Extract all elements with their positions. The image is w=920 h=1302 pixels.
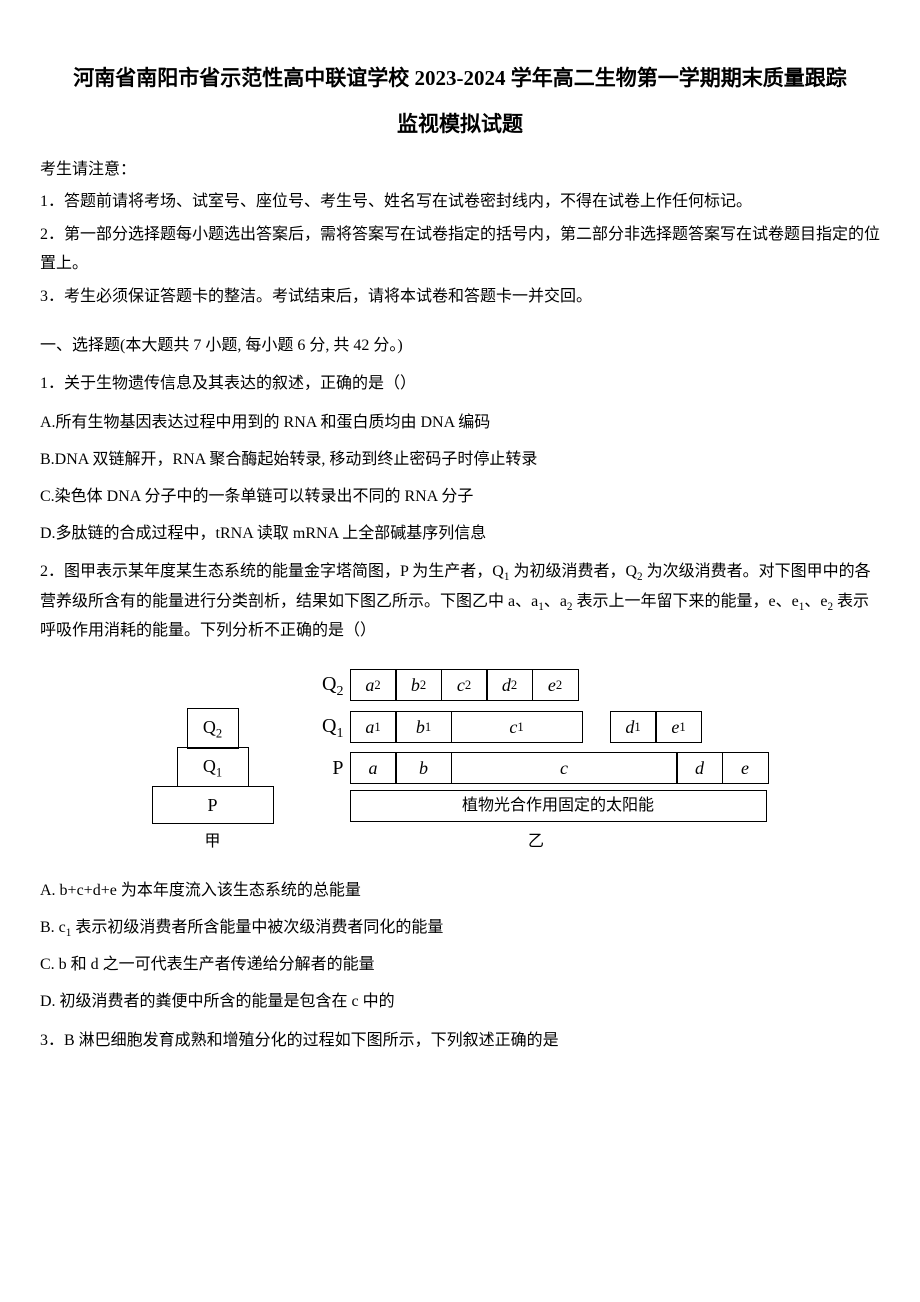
q1-D: D.多肽链的合成过程中，tRNA 读取 mRNA 上全部碱基序列信息 [40,520,880,549]
q3-stem: 3．B 淋巴细胞发育成熟和增殖分化的过程如下图所示，下列叙述正确的是 [40,1027,880,1056]
cell: a [350,752,397,784]
q2-stem-d: 、a [544,593,567,610]
q2-diagram: Q2 Q1 P 甲 Q2a2b2c2d2e2Q1a1b1c1d1e1Pabcde… [40,666,880,857]
bars-label: 乙 [528,828,544,857]
cell: c1 [451,711,583,743]
cell: d2 [486,669,533,701]
pyramid-label: 甲 [204,828,220,857]
cell: e1 [655,711,702,743]
row-label: P [304,750,350,786]
notice-1: 1．答题前请将考场、试室号、座位号、考生号、姓名写在试卷密封线内，不得在试卷上作… [40,188,880,217]
cell: d [676,752,723,784]
cell: a1 [350,711,397,743]
notice-3: 3．考生必须保证答题卡的整洁。考试结束后，请将本试卷和答题卡一并交回。 [40,283,880,312]
q2-stem-a: 2．图甲表示某年度某生态系统的能量金字塔简图，P 为生产者，Q [40,563,504,580]
bar-row: Q1a1b1c1 d1e1 [304,708,769,746]
cells: abcde [350,752,769,784]
q1-B: B.DNA 双链解开，RNA 聚合酶起始转录, 移动到终止密码子时停止转录 [40,446,880,475]
q1-A: A.所有生物基因表达过程中用到的 RNA 和蛋白质均由 DNA 编码 [40,409,880,438]
caption-cell: 植物光合作用固定的太阳能 [350,790,767,822]
q2-stem: 2．图甲表示某年度某生态系统的能量金字塔简图，P 为生产者，Q1 为初级消费者，… [40,558,880,645]
cell: e [722,752,769,784]
cell: d1 [610,711,657,743]
cell: c [451,752,678,784]
q1-stem: 1．关于生物遗传信息及其表达的叙述，正确的是（） [40,370,880,399]
q2-stem-e: 表示上一年留下来的能量，e、e [573,593,799,610]
cell: b [395,752,452,784]
bar-row: Q2a2b2c2d2e2 [304,666,769,704]
cells: a2b2c2d2e2 [350,669,579,701]
cells: a1b1c1 d1e1 [350,711,703,743]
caption-cells: 植物光合作用固定的太阳能 [350,790,767,822]
cell-gap [581,711,611,741]
cell: a2 [350,669,397,701]
cell: b1 [395,711,452,743]
pyramid-p: P [152,786,274,824]
pyramid-q1: Q1 [177,747,249,787]
section-1-head: 一、选择题(本大题共 7 小题, 每小题 6 分, 共 42 分。) [40,332,880,361]
q2-D: D. 初级消费者的粪便中所含的能量是包含在 c 中的 [40,988,880,1017]
q2-stem-b: 为初级消费者，Q [509,563,637,580]
row-label: Q2 [304,666,350,704]
pyramid-diagram: Q2 Q1 P 甲 [152,710,274,857]
bar-row: Pabcde [304,750,769,786]
pyramid-q2: Q2 [187,708,239,748]
q2-B-b: 表示初级消费者所含能量中被次级消费者同化的能量 [71,919,443,936]
title-line1: 河南省南阳市省示范性高中联谊学校 2023-2024 学年高二生物第一学期期末质… [40,60,880,98]
q2-C: C. b 和 d 之一可代表生产者传递给分解者的能量 [40,951,880,980]
notice-head: 考生请注意： [40,156,880,185]
cell: e2 [532,669,579,701]
caption-row: 植物光合作用固定的太阳能 [304,790,769,822]
bars-diagram: Q2a2b2c2d2e2Q1a1b1c1d1e1Pabcde植物光合作用固定的太… [304,666,769,857]
row-label: Q1 [304,708,350,746]
q2-stem-f: 、e [804,593,827,610]
notice-2: 2．第一部分选择题每小题选出答案后，需将答案写在试卷指定的括号内，第二部分非选择… [40,221,880,279]
title-line2: 监视模拟试题 [40,106,880,144]
q1-C: C.染色体 DNA 分子中的一条单链可以转录出不同的 RNA 分子 [40,483,880,512]
q2-B-a: B. c [40,919,66,936]
q2-A: A. b+c+d+e 为本年度流入该生态系统的总能量 [40,877,880,906]
q2-B: B. c1 表示初级消费者所含能量中被次级消费者同化的能量 [40,914,880,943]
cell: c2 [441,669,488,701]
cell: b2 [395,669,442,701]
